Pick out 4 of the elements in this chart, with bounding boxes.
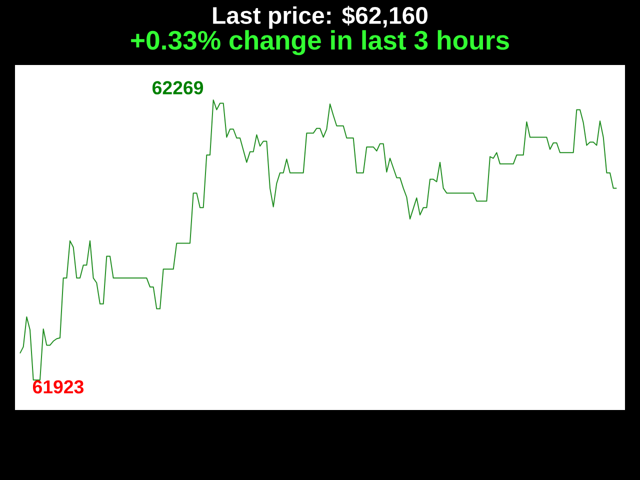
- data-label: 62269: [152, 81, 204, 94]
- chart-title: Last price: $62,160: [213, 6, 428, 29]
- chart-subtitle: +0.33% change in last 3 hours: [131, 30, 509, 56]
- data-label: 61923: [32, 380, 84, 394]
